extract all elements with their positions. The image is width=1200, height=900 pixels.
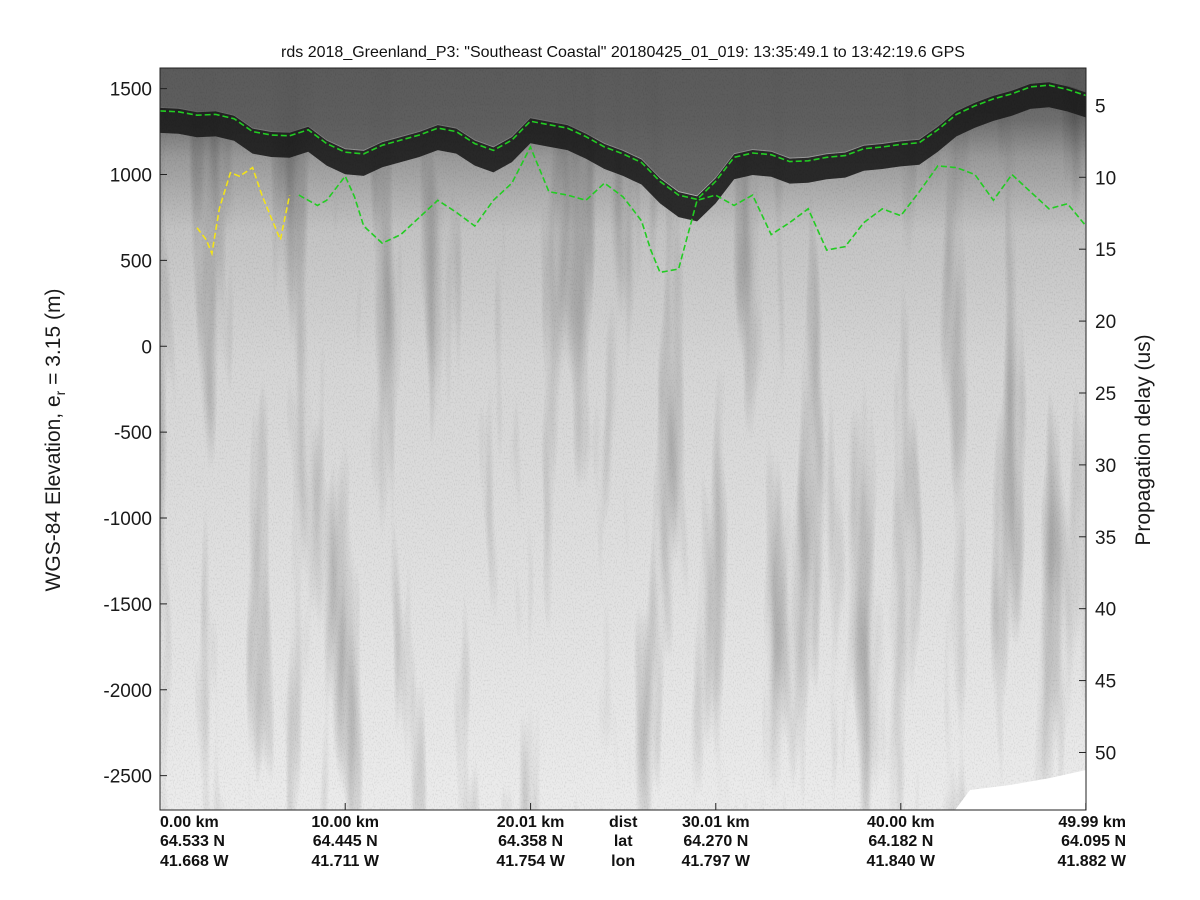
right-tick-label: 25	[1095, 384, 1116, 405]
bottom-tick-dist: 40.00 km	[867, 814, 935, 831]
bottom-tick-lat: 64.533 N	[160, 833, 225, 850]
right-tick-label: 35	[1095, 528, 1116, 549]
bottom-tick-lat: 64.445 N	[313, 833, 378, 850]
left-tick-label: 500	[120, 251, 152, 272]
right-tick-label: 45	[1095, 672, 1116, 693]
bottom-row-name-lat: lat	[614, 833, 633, 850]
right-tick-label: 50	[1095, 743, 1116, 764]
layer-series-1	[160, 84, 1086, 201]
chart-title: rds 2018_Greenland_P3: "Southeast Coasta…	[281, 44, 965, 61]
right-tick-label: 40	[1095, 600, 1116, 621]
left-tick-label: -500	[114, 423, 152, 444]
bottom-tick-dist: 20.01 km	[497, 814, 565, 831]
right-tick-label: 30	[1095, 456, 1116, 477]
left-axis-title-suffix: = 3.15 (m)	[42, 289, 65, 391]
left-axis: 1500 1000 500 0 -500 -1000 -1500 -2000 -2500	[103, 80, 167, 788]
left-tick-label: -2000	[103, 681, 152, 702]
right-tick-label: 15	[1095, 240, 1116, 261]
left-axis-title: WGS-84 Elevation, er = 3.15 (m)	[42, 289, 68, 592]
bottom-tick-lon: 41.754 W	[496, 853, 565, 870]
bottom-tick-lon: 41.797 W	[682, 853, 751, 870]
bottom-tick-lon: 41.711 W	[311, 853, 380, 870]
plot-frame	[159, 67, 1087, 811]
bottom-tick-lon: 41.882 W	[1058, 853, 1127, 870]
left-tick-label: 1500	[110, 80, 152, 101]
bottom-row-name-lon: lon	[611, 853, 635, 870]
left-tick-label: -2500	[103, 767, 152, 788]
bottom-tick-dist: 0.00 km	[160, 814, 219, 831]
right-tick-label: 5	[1095, 96, 1106, 117]
bottom-tick-dist: 30.01 km	[682, 814, 750, 831]
bottom-tick-lon: 41.668 W	[160, 853, 229, 870]
bottom-tick-lat: 64.358 N	[498, 833, 563, 850]
left-tick-label: 0	[141, 337, 152, 358]
bottom-tick-dist: 49.99 km	[1058, 814, 1126, 831]
left-axis-title-subscript: r	[52, 390, 68, 395]
left-tick-label: -1000	[103, 509, 152, 530]
left-tick-label: -1500	[103, 595, 152, 616]
right-axis: 5 10 15 20 25 30 35 40 45 50	[1079, 96, 1116, 764]
right-tick-label: 20	[1095, 312, 1116, 333]
left-tick-label: 1000	[110, 165, 152, 186]
bottom-row-name-dist: dist	[609, 814, 638, 831]
lower-right-blank-region	[955, 770, 1086, 810]
layer-series-2	[298, 145, 1086, 274]
bottom-tick-lon: 41.840 W	[867, 853, 936, 870]
bottom-tick-lat: 64.270 N	[683, 833, 748, 850]
bottom-axis: 0.00 km 64.533 N 41.668 W 10.00 km 64.445 N 4…	[159, 803, 1127, 870]
echogram-grain	[160, 68, 1086, 810]
layer-picks	[160, 84, 1086, 274]
bottom-tick-lat: 64.095 N	[1061, 833, 1126, 850]
right-tick-label: 10	[1095, 168, 1116, 189]
echogram-plot-area	[160, 68, 1086, 810]
right-axis-title: Propagation delay (us)	[1132, 334, 1155, 545]
bottom-tick-lat: 64.182 N	[868, 833, 933, 850]
layer-series-3	[196, 166, 291, 257]
bottom-tick-dist: 10.00 km	[311, 814, 379, 831]
